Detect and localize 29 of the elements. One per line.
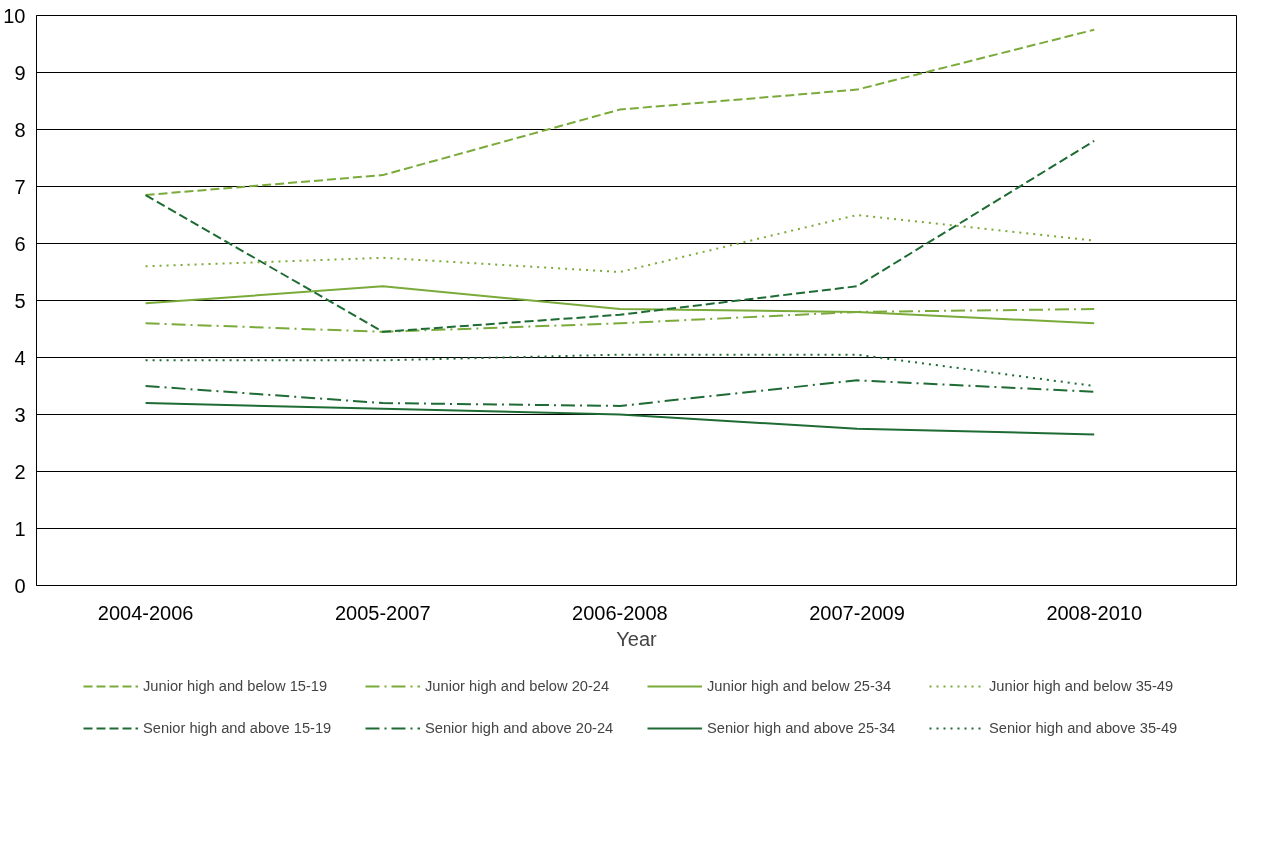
x-axis-title: Year xyxy=(616,627,658,650)
y-tick-label: 6 xyxy=(14,232,26,255)
legend-label: Senior high and above 20-24 xyxy=(425,720,615,736)
y-tick-label: 4 xyxy=(14,346,26,369)
y-tick-label: 3 xyxy=(14,403,26,426)
y-tick-label: 7 xyxy=(14,175,26,198)
x-tick-label: 2008-2010 xyxy=(1046,601,1143,624)
x-tick-label: 2007-2009 xyxy=(809,601,905,624)
line-series xyxy=(144,28,1096,197)
legend-label: Junior high and below 35-49 xyxy=(989,678,1175,694)
legend-label: Junior high and below 25-34 xyxy=(707,678,893,694)
x-tick-label: 2004-2006 xyxy=(97,601,194,624)
legend-label: Senior high and above 15-19 xyxy=(143,720,333,736)
y-tick-label: 2 xyxy=(14,460,26,483)
line-series xyxy=(144,139,1096,333)
y-tick-label: 1 xyxy=(14,517,26,540)
y-tick-label: 0 xyxy=(14,574,26,597)
y-tick-label: 10 xyxy=(3,4,26,27)
line-series xyxy=(144,402,1096,436)
x-tick-label: 2006-2008 xyxy=(572,601,668,624)
y-tick-label: 8 xyxy=(14,118,26,141)
legend-label: Senior high and above 35-49 xyxy=(989,720,1179,736)
y-tick-label: 9 xyxy=(14,61,26,84)
legend-label: Senior high and above 25-34 xyxy=(707,720,897,736)
legend-label: Junior high and below 20-24 xyxy=(425,678,611,694)
y-tick-label: 5 xyxy=(14,289,26,312)
x-tick-label: 2005-2007 xyxy=(334,601,431,624)
line-series xyxy=(144,379,1096,407)
legend-label: Junior high and below 15-19 xyxy=(143,678,329,694)
